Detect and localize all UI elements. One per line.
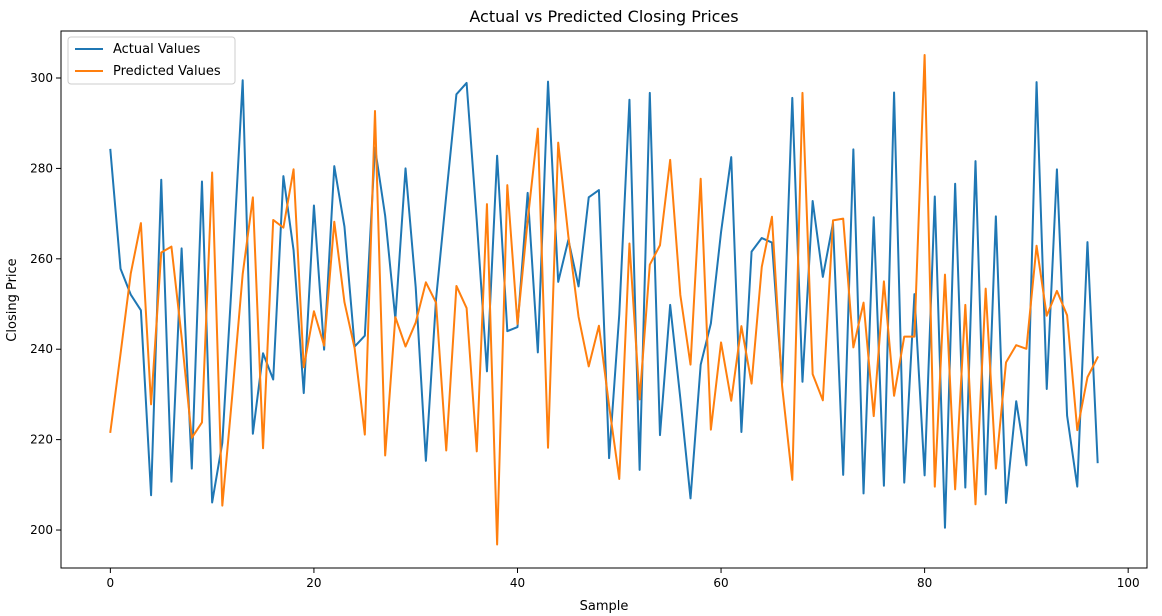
x-axis: 0 20 40 60 80 100 <box>107 568 1140 590</box>
x-tick-label: 100 <box>1117 576 1140 590</box>
x-tick-label: 0 <box>107 576 115 590</box>
legend-label: Predicted Values <box>113 64 221 79</box>
y-tick-label: 200 <box>30 523 53 537</box>
y-axis: 200 220 240 260 280 300 <box>30 71 61 537</box>
chart-title: Actual vs Predicted Closing Prices <box>469 7 738 26</box>
plot-frame <box>60 30 1148 569</box>
x-tick-label: 20 <box>306 576 321 590</box>
y-tick-label: 300 <box>30 71 53 85</box>
x-tick-label: 80 <box>917 576 932 590</box>
y-axis-label: Closing Price <box>5 258 20 341</box>
legend-box <box>67 36 236 85</box>
x-tick-label: 60 <box>713 576 728 590</box>
y-tick-label: 260 <box>30 252 53 266</box>
y-tick-label: 280 <box>30 161 53 175</box>
legend-label: Actual Values <box>113 42 201 57</box>
y-tick-label: 240 <box>30 342 53 356</box>
y-tick-label: 220 <box>30 433 53 447</box>
series-line-predicted <box>109 53 1099 546</box>
series-line-actual <box>109 79 1099 529</box>
x-axis-label: Sample <box>580 599 629 614</box>
plot-area <box>60 30 1148 569</box>
x-tick-label: 40 <box>510 576 525 590</box>
legend: Actual Values Predicted Values <box>67 36 236 85</box>
